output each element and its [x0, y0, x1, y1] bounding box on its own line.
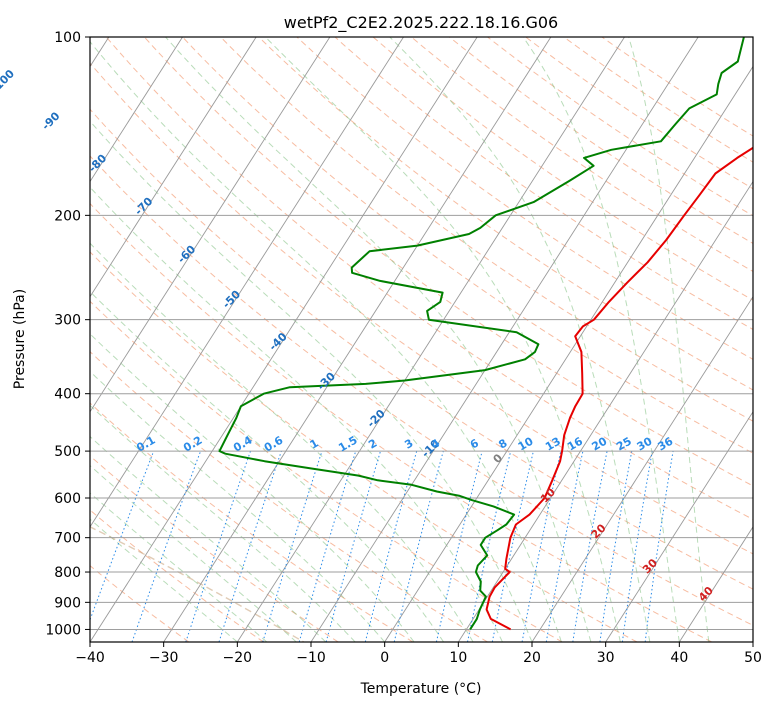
x-tick-label: 20 — [523, 650, 541, 666]
y-tick-label: 300 — [54, 313, 81, 329]
x-tick-label: −30 — [149, 650, 179, 666]
isotherm-label: -100 — [0, 67, 17, 96]
y-tick-label: 1000 — [45, 622, 81, 638]
x-tick-label: 30 — [597, 650, 615, 666]
y-axis-label: Pressure (hPa) — [12, 289, 28, 389]
x-tick-label: 50 — [744, 650, 762, 666]
y-tick-label: 200 — [54, 208, 81, 224]
chart-title: wetPf2_C2E2.2025.222.18.16.G06 — [284, 13, 558, 33]
x-tick-label: −40 — [75, 650, 105, 666]
plot-background — [90, 37, 753, 642]
isotherm-label: -90 — [39, 109, 62, 132]
y-tick-label: 400 — [54, 387, 81, 403]
y-tick-label: 900 — [54, 595, 81, 611]
y-tick-label: 100 — [54, 30, 81, 46]
x-tick-label: −20 — [223, 650, 253, 666]
y-tick-label: 600 — [54, 491, 81, 507]
x-axis-label: Temperature (°C) — [360, 681, 482, 697]
x-tick-label: 40 — [670, 650, 688, 666]
x-tick-label: −10 — [296, 650, 326, 666]
x-tick-label: 10 — [449, 650, 467, 666]
y-tick-label: 700 — [54, 531, 81, 547]
isotherm — [753, 37, 775, 642]
y-tick-label: 500 — [54, 444, 81, 460]
x-tick-label: 0 — [380, 650, 389, 666]
y-tick-label: 800 — [54, 565, 81, 581]
